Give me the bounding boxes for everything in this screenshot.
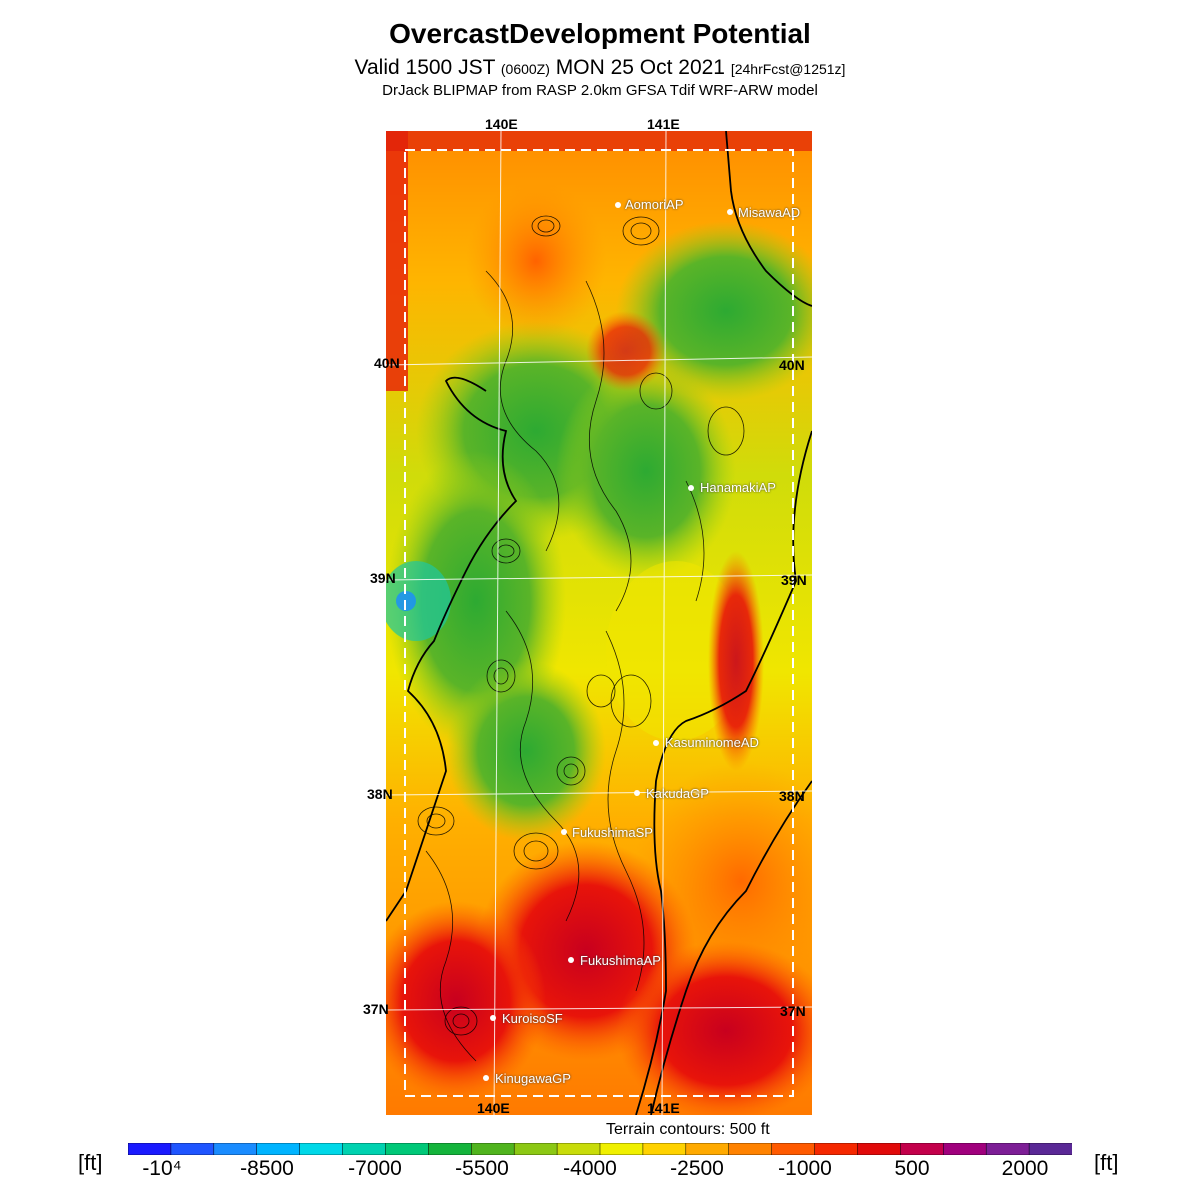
- valid-prefix: Valid 1500 JST: [354, 56, 496, 79]
- location-label: KuroisoSF: [502, 1011, 563, 1026]
- terrain-contour-note: Terrain contours: 500 ft: [606, 1121, 770, 1138]
- location-marker: [490, 1015, 496, 1021]
- colorbar-swatch: [170, 1143, 215, 1155]
- lat-label-38n-left: 38N: [367, 786, 393, 802]
- colorbar-tick-label: -5500: [455, 1157, 509, 1180]
- colorbar-tick-label: -1000: [778, 1157, 832, 1180]
- colorbar-swatch: [900, 1143, 945, 1155]
- colorbar-swatch: [771, 1143, 816, 1155]
- lat-label-40n-left: 40N: [374, 355, 400, 371]
- colorbar-swatch: [943, 1143, 987, 1155]
- colorbar-swatch: [428, 1143, 473, 1155]
- lat-lon-grid: [386, 131, 812, 1115]
- colorbar-swatch: [471, 1143, 515, 1155]
- valid-date: MON 25 Oct 2021: [555, 56, 725, 79]
- colorbar-swatch: [1028, 1143, 1072, 1155]
- lat-label-39n-left: 39N: [370, 570, 396, 586]
- location-label: FukushimaAP: [580, 953, 661, 968]
- map-canvas: [386, 131, 812, 1115]
- lat-label-40n-right: 40N: [779, 357, 805, 373]
- colorbar-swatch: [642, 1143, 687, 1155]
- location-label: HanamakiAP: [700, 480, 776, 495]
- colorbar-tick-label: -4000: [563, 1157, 617, 1180]
- lat-label-37n-left: 37N: [363, 1001, 389, 1017]
- coastline: [386, 131, 812, 1115]
- lon-label-140e-top: 140E: [485, 116, 518, 132]
- valid-time-line: Valid 1500 JST (0600Z) MON 25 Oct 2021 […: [0, 56, 1200, 80]
- lat-label-38n-right: 38N: [779, 788, 805, 804]
- forecast-map: [386, 131, 812, 1115]
- location-marker: [688, 485, 694, 491]
- colorbar-unit-right: [ft]: [1094, 1150, 1119, 1175]
- lat-label-37n-right: 37N: [780, 1003, 806, 1019]
- colorbar-unit-left: [ft]: [78, 1150, 103, 1175]
- colorbar-swatch: [342, 1143, 387, 1155]
- colorbar-tick-label: 2000: [1001, 1157, 1049, 1180]
- colorbar-swatch: [728, 1143, 773, 1155]
- colorbar-swatch: [299, 1143, 344, 1155]
- colorbar-swatch: [385, 1143, 430, 1155]
- model-line: DrJack BLIPMAP from RASP 2.0km GFSA Tdif…: [382, 82, 818, 99]
- location-marker: [561, 829, 567, 835]
- colorbar-swatch: [213, 1143, 258, 1155]
- location-marker: [483, 1075, 489, 1081]
- colorbar-tick-label: -10⁴: [142, 1157, 182, 1180]
- chart-title: OvercastDevelopment Potential: [389, 18, 811, 49]
- colorbar-swatch: [513, 1143, 558, 1155]
- lat-label-39n-right: 39N: [781, 572, 807, 588]
- colorbar-tick-label: -7000: [348, 1157, 402, 1180]
- colorbar-swatch: [128, 1143, 172, 1155]
- colorbar-swatch: [814, 1143, 859, 1155]
- forecast-tag: [24hrFcst@1251z]: [730, 61, 846, 77]
- colorbar-tick-label: -8500: [240, 1157, 294, 1180]
- location-marker: [634, 790, 640, 796]
- lon-label-140e-bottom: 140E: [477, 1100, 510, 1116]
- colorbar-tick-label: 500: [894, 1157, 930, 1180]
- location-label: KasuminomeAD: [665, 735, 759, 750]
- location-marker: [615, 202, 621, 208]
- location-label: FukushimaSP: [572, 825, 653, 840]
- colorbar: [128, 1143, 1072, 1155]
- location-label: KakudaGP: [646, 786, 709, 801]
- colorbar-swatch: [985, 1143, 1030, 1155]
- utc-tag: (0600Z): [500, 61, 550, 77]
- colorbar-swatch: [685, 1143, 730, 1155]
- location-marker: [568, 957, 574, 963]
- location-label: AomoriAP: [625, 197, 684, 212]
- location-marker: [727, 209, 733, 215]
- colorbar-swatch: [556, 1143, 601, 1155]
- colorbar-tick-label: -2500: [670, 1157, 724, 1180]
- terrain-contours: [417, 215, 745, 1062]
- colorbar-swatch: [256, 1143, 301, 1155]
- lon-label-141e-bottom: 141E: [647, 1100, 680, 1116]
- location-label: KinugawaGP: [495, 1071, 571, 1086]
- colorbar-swatch: [599, 1143, 644, 1155]
- location-label: MisawaAD: [738, 205, 801, 220]
- domain-boundary: [404, 149, 794, 1097]
- colorbar-swatch: [857, 1143, 902, 1155]
- location-marker: [653, 740, 659, 746]
- lon-label-141e-top: 141E: [647, 116, 680, 132]
